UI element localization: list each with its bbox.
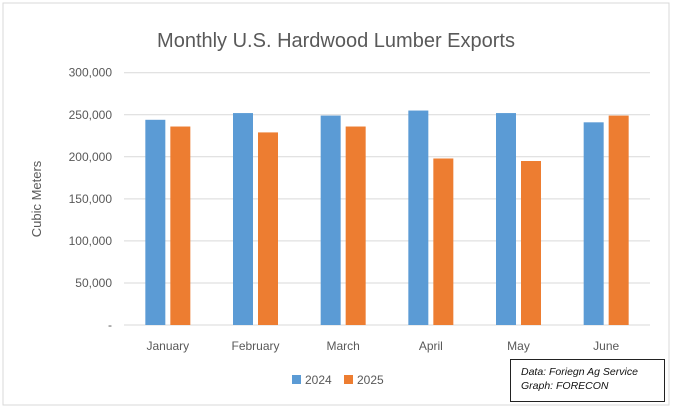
legend-label-2025: 2025 [357, 373, 384, 387]
x-tick-label: May [507, 339, 530, 353]
y-tick-label: 150,000 [69, 192, 113, 206]
y-tick-label: - [108, 318, 112, 332]
x-tick-label: March [326, 339, 359, 353]
source-note: Data: Foriegn Ag Service Graph: FORECON [510, 359, 665, 402]
x-tick-label: February [231, 339, 279, 353]
y-tick-label: 200,000 [69, 150, 113, 164]
y-axis-label: Cubic Meters [29, 160, 44, 237]
x-tick-label: June [593, 339, 619, 353]
y-tick-label: 250,000 [69, 108, 113, 122]
x-tick-label: April [419, 339, 443, 353]
bar-2025-june [608, 115, 629, 325]
bar-2025-january [170, 126, 191, 325]
y-tick-label: 300,000 [69, 66, 113, 80]
bar-2024-january [145, 119, 166, 326]
source-data: Data: Foriegn Ag Service [521, 366, 638, 378]
x-tick-label: January [146, 339, 189, 353]
chart-title: Monthly U.S. Hardwood Lumber Exports [157, 30, 515, 52]
bar-2025-march [345, 126, 366, 325]
bar-2025-february [258, 132, 278, 325]
bar-2024-february [233, 113, 253, 326]
y-tick-label: 100,000 [69, 234, 113, 248]
legend-swatch-2025 [344, 375, 353, 384]
bar-2024-june [583, 122, 604, 325]
bar-2024-march [320, 115, 341, 325]
bar-2024-may [496, 113, 516, 326]
legend-swatch-2024 [292, 375, 301, 384]
y-tick-label: 50,000 [75, 276, 112, 290]
legend-label-2024: 2024 [305, 373, 332, 387]
source-graph: Graph: FORECON [521, 380, 609, 392]
bar-2025-may [521, 161, 541, 325]
bar-2024-april [408, 110, 429, 325]
bar-2025-april [433, 158, 454, 325]
